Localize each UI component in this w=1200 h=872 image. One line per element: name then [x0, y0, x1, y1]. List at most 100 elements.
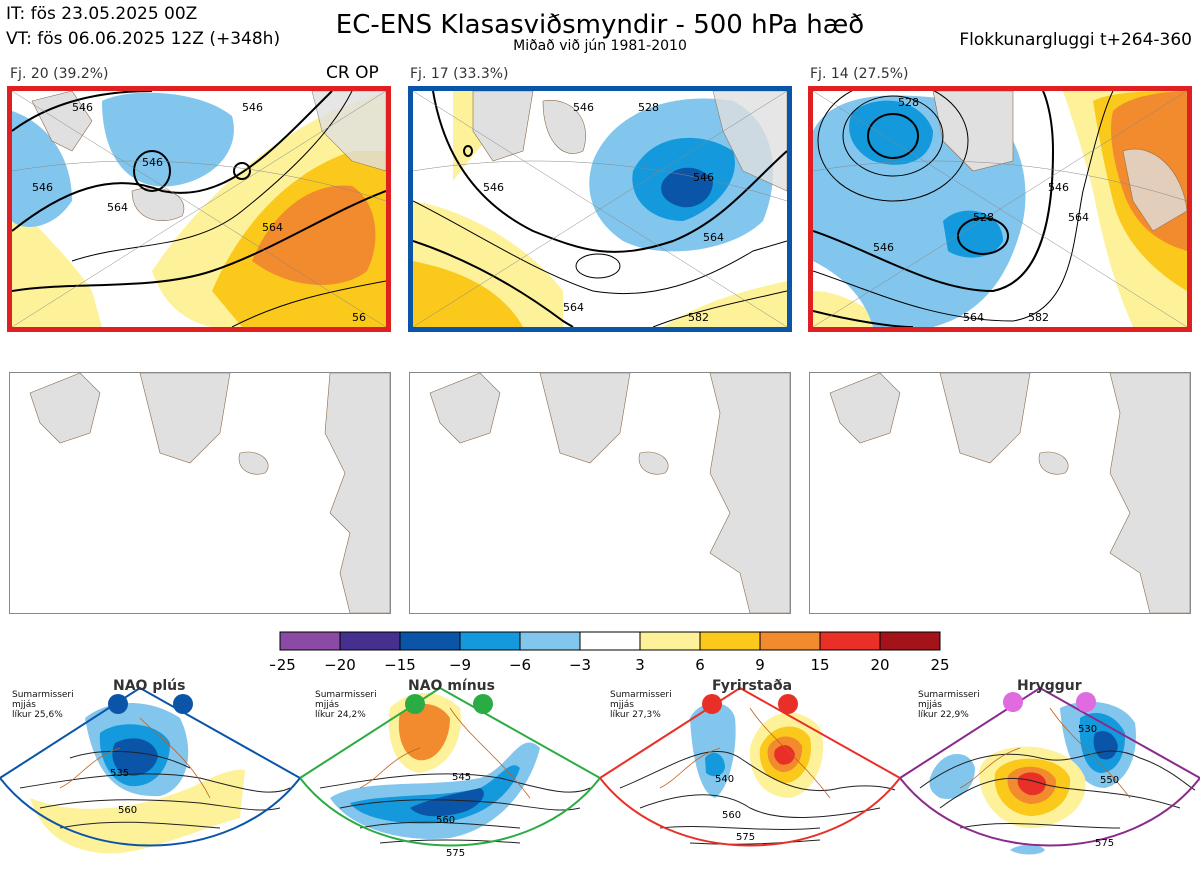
colorbar-tick-label: −20: [324, 656, 356, 674]
land: [709, 373, 790, 613]
land: [311, 91, 386, 172]
land: [429, 373, 501, 444]
regime-marker: [173, 694, 193, 714]
anomaly-positive: [12, 201, 102, 327]
height-contour: [867, 113, 919, 159]
colorbar-segment: [339, 631, 401, 651]
colorbar-tick-label: −15: [384, 656, 416, 674]
colorbar-tick-label: −3: [569, 656, 591, 674]
height-contour: [813, 91, 1114, 322]
contour-label: 540: [715, 774, 734, 785]
height-contour: [463, 145, 473, 157]
height-contour: [39, 799, 281, 811]
regime-marker: [405, 694, 425, 714]
chart-subtitle: Miðað við jún 1981-2010: [513, 38, 687, 54]
height-contour: [71, 91, 353, 262]
anomaly-positive: [30, 769, 245, 854]
regime-marker: [1076, 692, 1096, 712]
graticule: [12, 91, 386, 327]
colorbar-tick-label: 6: [695, 656, 705, 674]
regime-marker: [1003, 692, 1023, 712]
colorbar-segment: [399, 631, 461, 651]
anomaly-positive: [663, 281, 787, 327]
height-contour: [939, 777, 1181, 809]
base-map-2: [409, 372, 791, 614]
anomaly-strong-negative: [112, 738, 158, 776]
land: [31, 91, 93, 152]
cluster-3-label: Fj. 14 (27.5%): [810, 66, 909, 82]
land: [139, 373, 231, 464]
contour-label: 564: [107, 201, 128, 214]
contour-label: 546: [873, 241, 894, 254]
regime-marker: [702, 694, 722, 714]
regime-info: Sumarmisseri mjjás líkur 25,6%: [12, 690, 74, 720]
contour-label: 575: [736, 832, 755, 843]
contour-label: 560: [436, 815, 455, 826]
colorbar-tick-label: 25: [930, 656, 949, 674]
anomaly-medium-negative: [350, 765, 520, 824]
height-contour: [575, 253, 621, 279]
land: [1109, 373, 1190, 613]
land: [539, 373, 631, 464]
valid-time: VT: fös 06.06.2025 12Z (+348h): [6, 29, 281, 49]
base-map-3: [809, 372, 1191, 614]
height-contour: [919, 750, 1196, 791]
cluster-3-map: 528 546 528 546 564 564 582: [808, 86, 1192, 332]
graticule: [813, 91, 1187, 327]
regime-info: Sumarmisseri mjjás líkur 22,9%: [918, 690, 980, 720]
height-contour: [413, 200, 787, 295]
coastline: [659, 707, 831, 799]
height-contour: [12, 91, 153, 132]
height-contour: [12, 91, 333, 232]
land: [238, 451, 269, 475]
height-contour: [233, 162, 251, 180]
colorbar-tick-label: 9: [755, 656, 765, 674]
land: [29, 373, 101, 444]
contour-label: 575: [446, 848, 465, 859]
anomaly-strong-positive: [774, 745, 795, 765]
anomaly-medium-negative: [705, 752, 725, 777]
contour-label: 528: [638, 101, 659, 114]
contour-label: 550: [1100, 775, 1119, 786]
coastline: [959, 707, 1131, 799]
land: [472, 91, 534, 162]
colorbar: −25 −20 −15 −9 −6 −3 3 6 9 15 20 25: [270, 631, 950, 674]
anomaly-strong-positive: [398, 703, 450, 761]
contour-label: 546: [142, 156, 163, 169]
anomaly-positive: [413, 261, 523, 327]
land: [1038, 451, 1069, 475]
land: [829, 373, 901, 444]
contour-label: 528: [973, 211, 994, 224]
contour-label: 545: [452, 772, 471, 783]
contour-label: 564: [703, 231, 724, 244]
contour-label: 564: [1068, 211, 1089, 224]
regime-marker: [778, 694, 798, 714]
colorbar-segment: [819, 631, 881, 651]
height-contour: [842, 95, 944, 177]
land: [932, 91, 1014, 172]
height-contour: [959, 823, 1121, 829]
anomaly-negative: [1010, 844, 1045, 855]
cluster-1-op-marker: CR OP: [326, 63, 379, 83]
anomaly-strong-negative: [661, 167, 713, 208]
contour-label: 535: [110, 768, 129, 779]
contour-label: 546: [483, 181, 504, 194]
colorbar-segment: [579, 631, 641, 651]
contour-label: 582: [1028, 311, 1049, 324]
height-contour: [12, 190, 386, 292]
height-contour: [19, 773, 291, 793]
regime-info: Sumarmisseri mjjás líkur 24,2%: [315, 690, 377, 720]
regime-marker: [473, 694, 493, 714]
height-contour: [432, 91, 787, 253]
height-contour: [619, 750, 896, 792]
contour-label: 582: [688, 311, 709, 324]
contour-label: 564: [563, 301, 584, 314]
contour-label: 564: [262, 221, 283, 234]
anomaly-medium-negative: [943, 210, 1003, 258]
colorbar-tick-label: −6: [509, 656, 531, 674]
height-contour: [659, 826, 821, 830]
colorbar-tick-label: −9: [449, 656, 471, 674]
contour-label: 546: [242, 101, 263, 114]
regime-info: Sumarmisseri mjjás líkur 27,3%: [610, 690, 672, 720]
contour-label: 564: [963, 311, 984, 324]
